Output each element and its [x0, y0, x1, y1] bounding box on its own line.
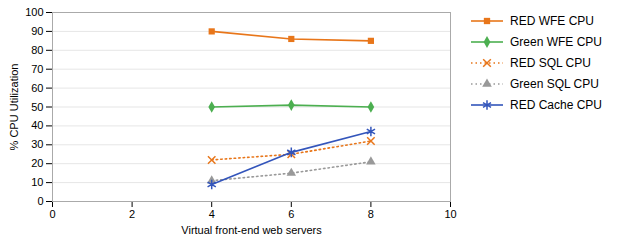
html-text:RED WFE CPU: RED WFE CPU: [510, 14, 594, 28]
svg-text:30: 30: [31, 138, 43, 150]
svg-text:% CPU Utilization: % CPU Utilization: [8, 64, 20, 151]
svg-text:20: 20: [31, 157, 43, 169]
html-text:RED Cache CPU: RED Cache CPU: [510, 98, 602, 112]
svg-text:100: 100: [25, 6, 43, 18]
html-text:RED SQL CPU: RED SQL CPU: [510, 56, 591, 70]
svg-text:4: 4: [209, 208, 215, 220]
svg-text:0: 0: [49, 208, 55, 220]
svg-text:0: 0: [37, 195, 43, 207]
svg-text:80: 80: [31, 44, 43, 56]
svg-text:10: 10: [444, 208, 456, 220]
svg-text:6: 6: [288, 208, 294, 220]
svg-text:8: 8: [368, 208, 374, 220]
html-text:Green WFE CPU: Green WFE CPU: [510, 35, 602, 49]
html-text:Green SQL CPU: Green SQL CPU: [510, 77, 599, 91]
svg-text:70: 70: [31, 63, 43, 75]
svg-text:90: 90: [31, 25, 43, 37]
svg-text:60: 60: [31, 82, 43, 94]
svg-text:50: 50: [31, 101, 43, 113]
svg-text:Virtual front-end web servers: Virtual front-end web servers: [181, 224, 322, 236]
svg-text:2: 2: [129, 208, 135, 220]
svg-text:10: 10: [31, 176, 43, 188]
svg-text:40: 40: [31, 119, 43, 131]
